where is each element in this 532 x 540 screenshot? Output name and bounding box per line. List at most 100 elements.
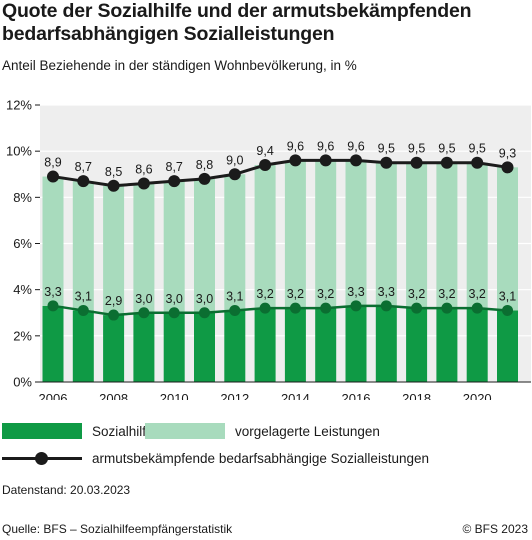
data-status-note: Datenstand: 20.03.2023 (2, 483, 131, 497)
data-label-sozialhilfe: 3,1 (226, 289, 243, 303)
legend-label-armut: armutsbekämpfende bedarfsabhängige Sozia… (92, 450, 429, 466)
point-armut (289, 154, 302, 167)
chart-title: Quote der Sozialhilfe und der armutsbekä… (2, 0, 472, 45)
point-armut (77, 175, 90, 188)
y-tick-label: 2% (13, 328, 32, 343)
x-tick-label: 2010 (160, 391, 189, 400)
point-sozialhilfe (320, 302, 332, 314)
data-label-sozialhilfe: 2,9 (105, 294, 122, 308)
data-label-armut: 8,9 (44, 156, 61, 170)
data-label-armut: 9,3 (499, 146, 516, 160)
bar-vorgelagerte (466, 162, 488, 309)
data-label-armut: 9,6 (317, 139, 334, 153)
point-sozialhilfe (502, 304, 513, 316)
data-label-armut: 9,5 (378, 142, 395, 156)
point-sozialhilfe (229, 304, 241, 316)
bar-vorgelagerte (406, 162, 428, 309)
point-armut (259, 159, 272, 172)
bar-sozialhilfe (375, 305, 397, 382)
legend-item-vorgelagerte: vorgelagerte Leistungen (145, 421, 380, 441)
x-tick-label: 2008 (99, 391, 128, 400)
bar-vorgelagerte (42, 176, 64, 306)
bar-sozialhilfe (224, 310, 246, 382)
data-label-sozialhilfe: 3,0 (196, 292, 213, 306)
bar-vorgelagerte (497, 167, 518, 311)
legend-swatch-vorgelagerte (145, 423, 225, 439)
data-label-sozialhilfe: 3,0 (166, 292, 183, 306)
point-sozialhilfe (471, 302, 483, 314)
y-tick-label: 12% (6, 98, 32, 113)
bar-sozialhilfe (163, 312, 185, 382)
legend-swatch-sozialhilfe (2, 423, 82, 439)
chart: 0% 2% 4% 6% 8% 10% 12% 8,9 3,3 8,7 3,1 8,5 2,9 8,6 3,0… (6, 98, 531, 400)
legend-item-armut: armutsbekämpfende bedarfsabhängige Sozia… (2, 448, 429, 468)
bar-sozialhilfe (315, 308, 337, 382)
point-armut (350, 154, 362, 167)
point-sozialhilfe (108, 309, 120, 321)
point-sozialhilfe (411, 302, 423, 314)
y-tick-label: 10% (6, 144, 32, 159)
point-armut (198, 172, 211, 185)
point-armut (410, 156, 423, 169)
point-armut (471, 156, 484, 169)
data-label-sozialhilfe: 3,3 (44, 285, 61, 299)
point-sozialhilfe (441, 302, 453, 314)
bar-sozialhilfe (194, 312, 215, 382)
data-label-sozialhilfe: 3,3 (378, 285, 395, 299)
bar-sozialhilfe (254, 308, 276, 382)
data-label-armut: 8,6 (135, 162, 152, 176)
data-label-sozialhilfe: 3,2 (317, 287, 334, 301)
data-label-armut: 9,5 (469, 142, 486, 156)
point-armut (107, 179, 120, 192)
data-label-armut: 8,5 (105, 165, 122, 179)
point-sozialhilfe (350, 300, 362, 312)
data-label-sozialhilfe: 3,2 (438, 287, 455, 301)
x-tick-label: 2020 (463, 391, 492, 400)
data-label-sozialhilfe: 3,2 (408, 287, 425, 301)
x-tick-label: 2014 (281, 391, 310, 400)
bar-sozialhilfe (497, 310, 518, 382)
x-tick-label: 2018 (402, 391, 431, 400)
data-label-sozialhilfe: 3,2 (256, 287, 273, 301)
bar-sozialhilfe (284, 308, 306, 382)
bar-sozialhilfe (103, 315, 125, 382)
y-tick-label: 4% (13, 282, 32, 297)
bar-vorgelagerte (224, 174, 246, 311)
bar-sozialhilfe (133, 312, 155, 382)
point-sozialhilfe (380, 300, 392, 312)
legend-swatch-armut (2, 450, 82, 466)
bar-sozialhilfe (436, 308, 458, 382)
data-label-armut: 9,6 (347, 139, 364, 153)
data-label-armut: 9,0 (226, 153, 243, 167)
y-tick-label: 0% (13, 375, 32, 390)
point-sozialhilfe (168, 307, 180, 319)
bar-sozialhilfe (72, 310, 94, 382)
line-armut (52, 158, 508, 188)
y-tick-label: 6% (13, 236, 32, 251)
point-armut (228, 168, 241, 181)
source-note: Quelle: BFS – Sozialhilfeempfängerstatis… (2, 522, 233, 536)
data-label-armut: 8,8 (196, 158, 213, 172)
data-label-armut: 9,4 (256, 144, 273, 158)
point-sozialhilfe (138, 307, 150, 319)
data-label-sozialhilfe: 3,2 (287, 287, 304, 301)
bar-vorgelagerte (133, 183, 155, 313)
point-armut (380, 156, 393, 169)
data-label-sozialhilfe: 3,1 (75, 289, 92, 303)
bar-vorgelagerte (315, 160, 337, 309)
legend-label-sozialhilfe: Sozialhilfe (92, 423, 154, 439)
point-armut (319, 154, 332, 167)
data-label-armut: 9,5 (408, 142, 425, 156)
data-label-armut: 8,7 (166, 160, 183, 174)
data-label-armut: 9,6 (287, 139, 304, 153)
data-label-sozialhilfe: 3,1 (499, 289, 516, 303)
point-armut (137, 177, 150, 190)
x-tick-label: 2016 (342, 391, 371, 400)
data-label-sozialhilfe: 3,2 (469, 287, 486, 301)
point-sozialhilfe (47, 300, 59, 312)
bar-vorgelagerte (284, 160, 306, 309)
point-armut (168, 175, 181, 188)
bar-sozialhilfe (345, 305, 367, 382)
bar-vorgelagerte (103, 185, 125, 316)
legend-label-vorgelagerte: vorgelagerte Leistungen (235, 423, 380, 439)
